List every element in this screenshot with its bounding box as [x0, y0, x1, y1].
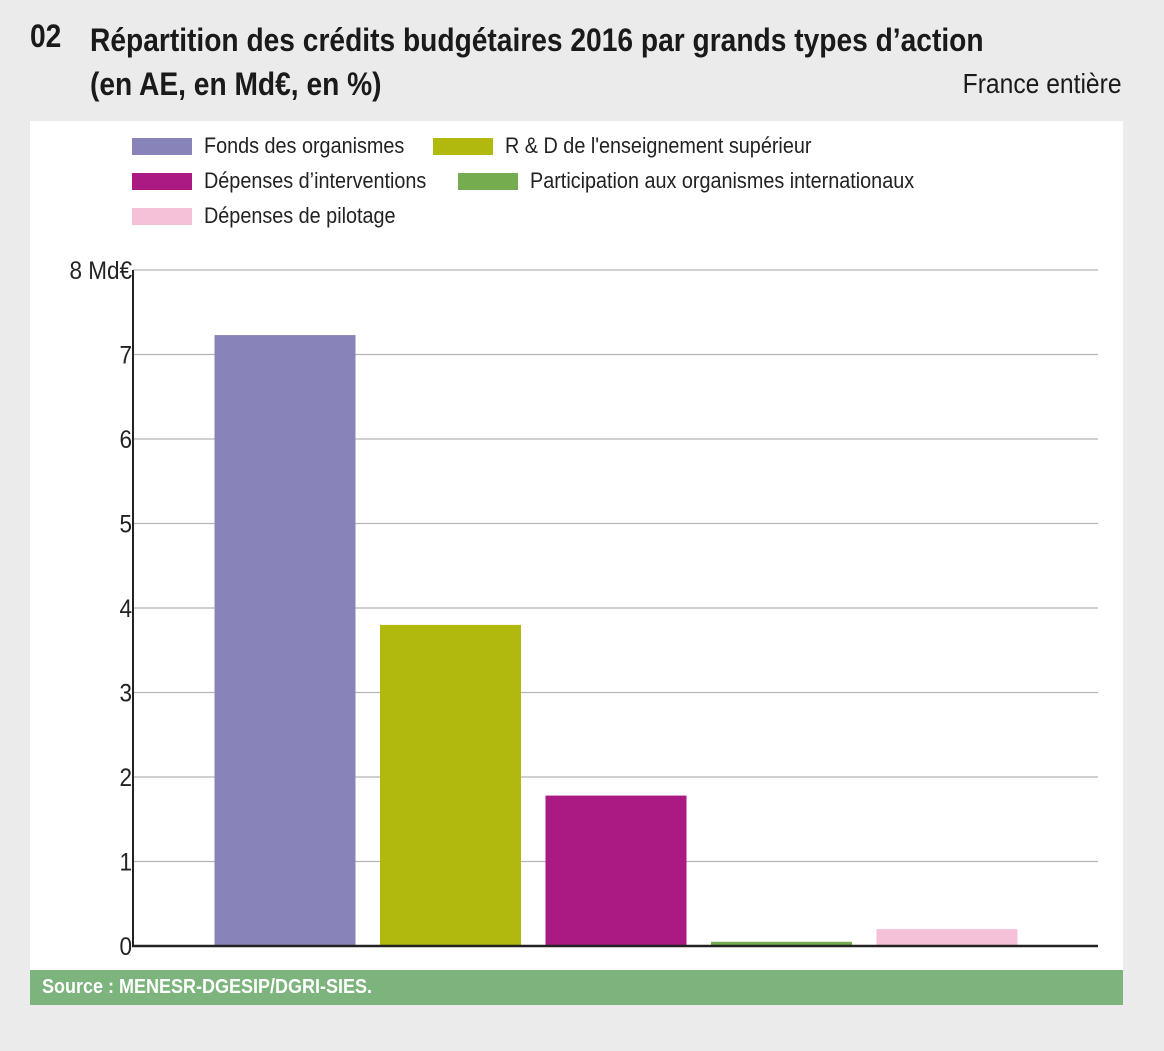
- legend-item-rd: R & D de l'enseignement supérieur: [433, 133, 846, 159]
- legend-swatch: [132, 137, 192, 155]
- bar-1: [214, 335, 356, 946]
- y-tick-label: 3: [119, 679, 132, 707]
- legend-swatch: [132, 207, 192, 225]
- legend-item-pilotage: Dépenses de pilotage: [132, 203, 417, 229]
- y-tick-label: 2: [119, 764, 132, 792]
- region-label: France entière: [963, 68, 1122, 99]
- legend-label: Participation aux organismes internation…: [530, 168, 915, 193]
- legend-swatch: [132, 172, 192, 190]
- legend-swatch: [433, 137, 493, 155]
- y-tick-label: 8 Md€: [70, 257, 132, 285]
- y-axis-labels: 0 1 2 3 4 5 6 7 8 Md€: [70, 257, 132, 961]
- legend-label: Dépenses de pilotage: [204, 203, 396, 228]
- chart-title: Répartition des crédits budgétaires 2016…: [90, 18, 1102, 106]
- source-bar: Source : MENESR-DGESIP/DGRI-SIES.: [30, 970, 1123, 1005]
- source-text: Source : MENESR-DGESIP/DGRI-SIES.: [42, 976, 373, 998]
- chart-title-line2: (en AE, en Md€, en %): [90, 66, 382, 102]
- legend-label: Fonds des organismes: [204, 133, 405, 158]
- y-tick-label: 5: [119, 510, 132, 538]
- bar-4: [711, 941, 852, 946]
- y-tick-label: 0: [119, 933, 132, 961]
- legend-swatch: [458, 172, 518, 190]
- legend-label: Dépenses d’interventions: [204, 168, 427, 193]
- bars: [214, 335, 1018, 946]
- legend-item-participation: Participation aux organismes internation…: [458, 168, 957, 194]
- y-tick-label: 7: [119, 341, 132, 369]
- chart-title-line1: Répartition des crédits budgétaires 2016…: [90, 22, 984, 58]
- y-tick-label: 1: [119, 848, 132, 876]
- figure-number: 02: [30, 18, 62, 54]
- legend-item-interventions: Dépenses d’interventions: [132, 168, 451, 194]
- y-tick-label: 4: [119, 595, 132, 623]
- y-tick-label: 6: [119, 426, 132, 454]
- legend-item-fonds: Fonds des organismes: [132, 133, 427, 159]
- bar-3: [545, 795, 687, 946]
- bar-2: [380, 624, 521, 946]
- legend-label: R & D de l'enseignement supérieur: [505, 133, 812, 158]
- bar-5: [876, 929, 1018, 946]
